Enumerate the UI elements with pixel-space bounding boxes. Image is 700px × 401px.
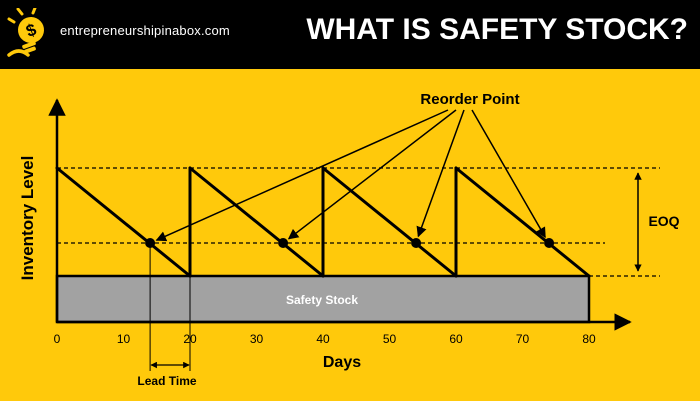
- inventory-line-segment: [321, 166, 458, 278]
- x-tick-label: 50: [383, 332, 397, 346]
- reorder-arrow: [155, 109, 449, 242]
- site-name[interactable]: entrepreneurshipinabox.com: [60, 23, 230, 38]
- reorder-arrow: [287, 109, 457, 240]
- header-bar: $ entrepreneurshipinabox.com WHAT IS SAF…: [0, 0, 700, 69]
- eoq-label: EOQ: [648, 213, 679, 229]
- reorder-arrow: [416, 109, 465, 238]
- reorder-point-marker: [544, 238, 555, 248]
- safety-stock-label: Safety Stock: [286, 293, 358, 307]
- x-axis-label: Days: [323, 354, 361, 371]
- page-title: WHAT IS SAFETY STOCK?: [306, 13, 688, 46]
- x-tick-label: 10: [117, 332, 131, 346]
- reorder-point-marker: [411, 238, 422, 248]
- x-tick-label: 20: [183, 332, 197, 346]
- x-tick-label: 0: [54, 332, 61, 346]
- x-tick-label: 30: [250, 332, 264, 346]
- lead-time-label: Lead Time: [137, 374, 196, 388]
- x-tick-label: 40: [316, 332, 330, 346]
- inventory-line-segment: [188, 166, 325, 278]
- y-axis-label: Inventory Level: [18, 156, 37, 281]
- dollar-bulb-icon: $: [7, 8, 44, 57]
- reorder-point-marker: [278, 238, 289, 248]
- inventory-line-segment: [454, 166, 591, 278]
- x-tick-label: 80: [582, 332, 596, 346]
- inventory-line-segment: [55, 166, 192, 278]
- reorder-arrow: [471, 109, 546, 239]
- reorder-point-label: Reorder Point: [420, 91, 519, 108]
- x-tick-label: 60: [449, 332, 463, 346]
- x-tick-label: 70: [516, 332, 530, 346]
